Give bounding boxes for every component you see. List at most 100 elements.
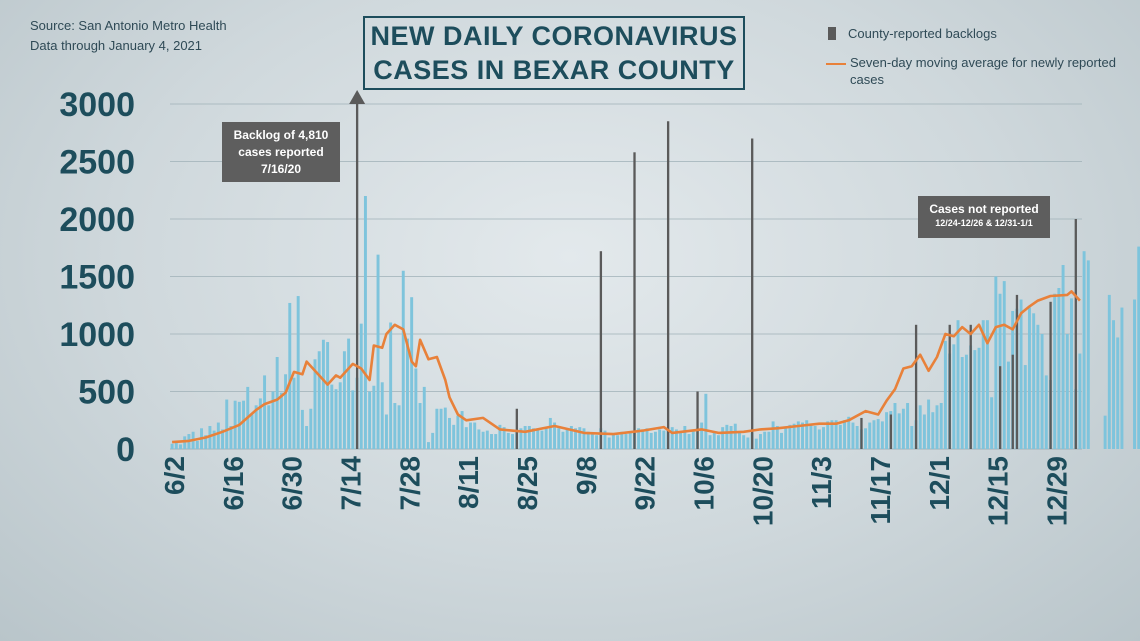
daily-case-bar — [822, 427, 826, 449]
backlog-bar — [860, 417, 863, 449]
x-tick-label: 12/29 — [1042, 456, 1073, 526]
daily-case-bar — [448, 417, 451, 449]
daily-case-bar — [784, 428, 788, 449]
daily-case-bar — [456, 415, 460, 449]
daily-case-bar — [910, 426, 914, 449]
backlog-callout-line-3: 7/16/20 — [260, 162, 302, 176]
daily-case-bar — [363, 196, 367, 449]
daily-case-bar — [725, 424, 729, 449]
backlog-bar — [1015, 294, 1019, 449]
legend-swatch-backlogs — [828, 27, 836, 40]
daily-case-bar — [1027, 307, 1031, 449]
daily-case-bar — [452, 424, 456, 449]
chart-legend: County-reported backlogs Seven-day movin… — [826, 25, 1116, 100]
daily-case-bar — [418, 403, 422, 449]
legend-item-moving-average: Seven-day moving average for newly repor… — [826, 54, 1116, 88]
daily-case-bar — [1082, 251, 1086, 449]
daily-case-bar — [250, 414, 254, 449]
daily-case-bar — [292, 377, 296, 449]
daily-case-bar — [1044, 375, 1048, 449]
daily-case-bar — [321, 339, 325, 449]
daily-case-bar — [1032, 313, 1036, 449]
daily-case-bar — [443, 407, 447, 449]
daily-case-bar — [334, 389, 338, 449]
daily-case-bar — [490, 434, 493, 449]
backlog-bar — [969, 324, 972, 449]
backlog-bar — [1074, 219, 1077, 449]
daily-case-bar — [981, 320, 985, 449]
daily-case-bar — [351, 390, 355, 449]
daily-case-bar — [275, 357, 279, 449]
daily-case-bar — [960, 357, 964, 449]
daily-case-bar — [347, 338, 351, 449]
backlog-callout-line-1: Backlog of 4,810 — [233, 128, 329, 142]
daily-case-bar — [893, 403, 897, 449]
daily-case-bar — [502, 427, 506, 449]
daily-case-bar — [342, 351, 346, 449]
daily-case-bar — [540, 430, 544, 449]
daily-case-bar — [179, 444, 182, 449]
daily-case-bar — [1036, 324, 1040, 449]
daily-case-bar — [767, 431, 771, 449]
daily-case-bar — [872, 420, 876, 449]
daily-case-bar — [553, 422, 557, 449]
x-tick-label: 12/1 — [924, 456, 955, 511]
backlog-bar — [599, 251, 603, 449]
daily-case-bar — [506, 432, 510, 449]
x-tick-label: 11/17 — [865, 456, 896, 525]
daily-case-bar — [422, 386, 426, 449]
daily-case-bar — [775, 426, 779, 449]
daily-case-bar — [439, 408, 443, 449]
daily-case-bar — [368, 391, 372, 449]
x-tick-label: 8/11 — [453, 456, 484, 509]
x-tick-label: 6/2 — [159, 456, 190, 495]
daily-case-bar — [708, 435, 712, 449]
daily-case-bars — [170, 196, 1140, 449]
daily-case-bar — [183, 436, 187, 449]
daily-case-bar — [426, 442, 430, 449]
daily-case-bar — [868, 422, 872, 449]
daily-case-bar — [225, 399, 229, 449]
daily-case-bar — [511, 434, 514, 449]
y-tick-label: 1500 — [59, 259, 135, 297]
daily-case-bar — [1078, 353, 1082, 449]
daily-case-bar — [485, 430, 489, 449]
daily-case-bar — [742, 435, 746, 449]
daily-case-bar — [733, 423, 737, 449]
x-tick-label: 6/30 — [277, 456, 308, 511]
source-line: Source: San Antonio Metro Health — [30, 18, 227, 33]
daily-case-bar — [918, 405, 922, 449]
daily-case-bar — [616, 435, 620, 449]
not-reported-dates: 12/24-12/26 & 12/31-1/1 — [935, 218, 1033, 228]
daily-case-bar — [973, 350, 977, 449]
daily-case-bar — [212, 430, 216, 449]
y-tick-label: 2000 — [59, 201, 135, 239]
daily-case-bar — [590, 432, 594, 449]
daily-case-bar — [1070, 298, 1073, 449]
x-tick-label: 8/25 — [512, 456, 543, 511]
daily-case-bar — [624, 434, 628, 449]
not-reported-title: Cases not reported — [929, 202, 1039, 216]
daily-case-bar — [897, 413, 901, 449]
daily-case-bar — [595, 435, 599, 449]
daily-case-bar — [389, 322, 393, 449]
backlog-callout-line-2: cases reported — [238, 145, 324, 159]
daily-case-bar — [780, 432, 783, 449]
daily-case-bar — [864, 428, 868, 449]
source-note: Source: San Antonio Metro Health Data th… — [30, 16, 227, 56]
y-tick-label: 500 — [78, 374, 135, 412]
daily-case-bar — [674, 429, 678, 449]
daily-case-bar — [380, 382, 384, 449]
daily-case-bar — [216, 422, 220, 449]
daily-case-bar — [271, 391, 275, 449]
daily-case-bar — [569, 426, 573, 449]
daily-case-bar — [1002, 281, 1006, 449]
daily-case-bar — [204, 435, 208, 449]
daily-case-bar — [817, 429, 821, 449]
backlog-bar — [914, 324, 918, 449]
daily-case-bar — [805, 420, 809, 449]
daily-case-bar — [359, 323, 363, 449]
daily-case-bar — [565, 429, 569, 449]
daily-case-bar — [376, 254, 380, 449]
daily-case-bar — [288, 302, 292, 449]
